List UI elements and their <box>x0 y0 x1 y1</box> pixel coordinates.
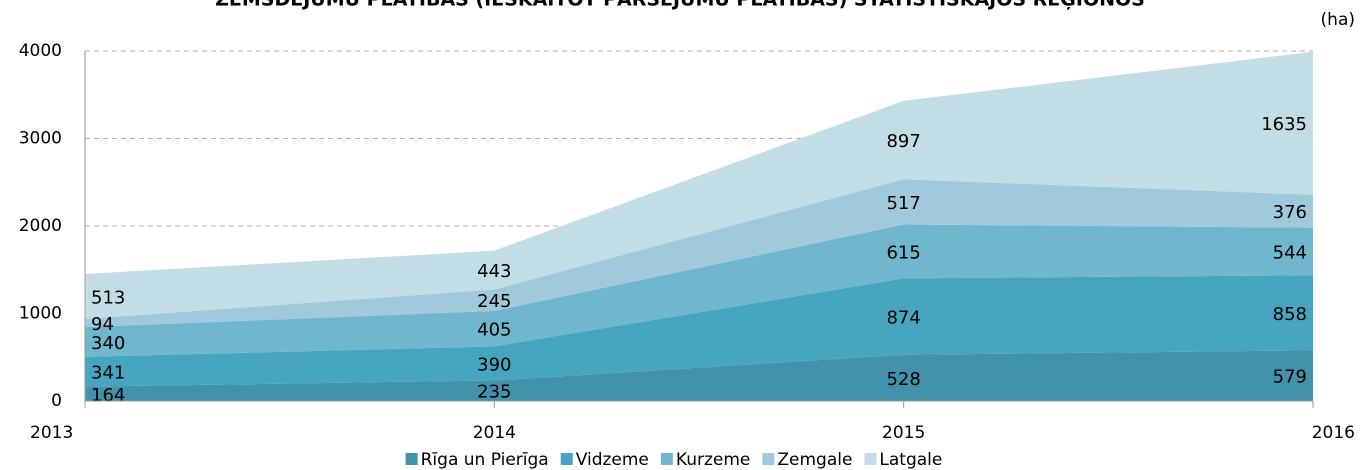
data-label: 94 <box>91 314 114 335</box>
data-label: 405 <box>477 320 511 341</box>
x-tick-label: 2013 <box>30 423 73 443</box>
data-label: 528 <box>886 369 920 390</box>
data-label: 897 <box>886 131 920 152</box>
legend: Rīga un Pierīga Vidzeme Kurzeme Zemgale Latg… <box>405 450 942 470</box>
legend-swatch <box>405 453 418 465</box>
legend-swatch <box>864 453 877 465</box>
area <box>85 275 1313 387</box>
data-label: 858 <box>1273 304 1307 325</box>
legend-label: Zemgale <box>777 450 852 470</box>
legend-swatch <box>560 453 573 465</box>
legend-label: Latgale <box>879 450 942 470</box>
data-label: 340 <box>91 333 125 354</box>
legend-swatch <box>660 453 673 465</box>
legend-label: Rīga un Pierīga <box>421 450 549 470</box>
data-label: 376 <box>1273 202 1307 223</box>
data-label: 615 <box>886 242 920 263</box>
x-tick-label: 2016 <box>1312 423 1355 443</box>
data-label: 544 <box>1273 242 1307 263</box>
area <box>85 179 1313 328</box>
data-label: 579 <box>1273 367 1307 388</box>
data-label: 513 <box>91 287 125 308</box>
data-label: 874 <box>886 308 920 329</box>
area <box>85 51 1313 319</box>
y-tick-label: 4000 <box>19 41 62 61</box>
data-label: 235 <box>477 382 511 403</box>
legend-label: Vidzeme <box>576 450 649 470</box>
data-label: 443 <box>477 261 511 282</box>
data-label: 164 <box>91 385 125 406</box>
y-tick-label: 2000 <box>19 216 62 236</box>
legend-label: Kurzeme <box>676 450 750 470</box>
y-unit: (ha) <box>1321 10 1355 30</box>
data-label: 517 <box>886 193 920 214</box>
data-label: 341 <box>91 363 125 384</box>
data-label: 390 <box>477 354 511 375</box>
legend-swatch <box>762 453 775 465</box>
x-tick-label: 2015 <box>882 423 925 443</box>
area <box>85 350 1313 401</box>
x-tick-label: 2014 <box>473 423 516 443</box>
data-label: 1635 <box>1261 114 1307 135</box>
y-tick-label: 3000 <box>19 129 62 149</box>
area <box>85 224 1313 357</box>
chart-title: ZEMSDĒJUMU PLATĪBAS (IESKAITOT PĀRSĒJUMU… <box>215 0 1145 11</box>
y-tick-label: 1000 <box>19 304 62 324</box>
data-label: 245 <box>477 291 511 312</box>
y-tick-label: 0 <box>51 391 62 411</box>
